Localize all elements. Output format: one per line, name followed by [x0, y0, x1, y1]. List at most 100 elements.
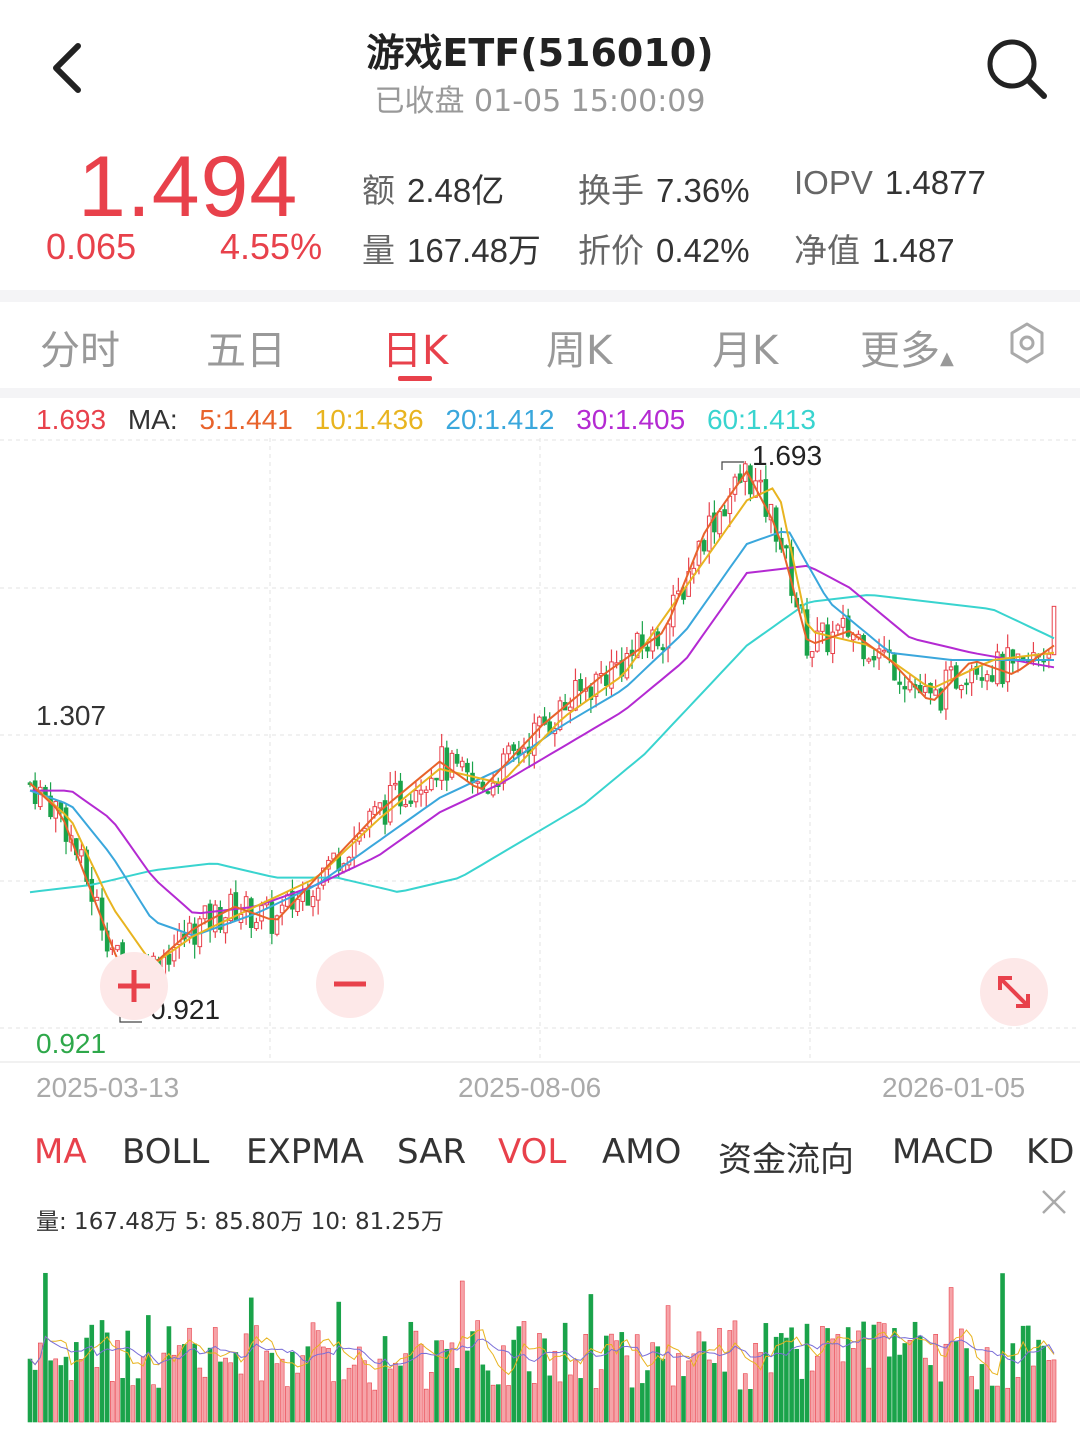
volume-bar: [269, 1352, 275, 1423]
volume-chart[interactable]: [0, 1236, 1080, 1426]
search-button[interactable]: [982, 36, 1052, 102]
volume-bar: [171, 1354, 177, 1423]
volume-bar: [413, 1330, 419, 1423]
back-button[interactable]: [44, 40, 94, 96]
volume-bar: [346, 1367, 352, 1423]
candle-body: [115, 944, 120, 951]
ma-line-ma20: [29, 530, 1054, 937]
zoom-out-button[interactable]: [316, 950, 384, 1018]
volume-bar: [357, 1346, 362, 1423]
volume-bar: [989, 1385, 995, 1423]
indicator-tab-sar[interactable]: SAR: [397, 1132, 467, 1172]
indicator-tab-boll[interactable]: BOLL: [122, 1132, 210, 1172]
volume-bar: [814, 1355, 820, 1423]
volume-bar: [820, 1326, 825, 1423]
candle-body: [1005, 647, 1010, 683]
volume-bar: [619, 1332, 625, 1423]
volume-bar: [243, 1333, 249, 1423]
volume-bar: [598, 1369, 604, 1423]
volume-bar: [876, 1321, 882, 1423]
minus-icon: [334, 981, 366, 987]
ma-legend-ma20: 20:1.412: [445, 404, 555, 435]
volume-bar: [1000, 1273, 1005, 1423]
indicator-tab-macd[interactable]: MACD: [892, 1132, 994, 1172]
stat-turnover-amount: 额 2.48亿: [362, 172, 505, 209]
candle-body: [902, 686, 908, 690]
volume-bar: [321, 1346, 326, 1423]
candle-body: [295, 898, 300, 913]
volume-bar: [768, 1372, 774, 1423]
volume-bar: [254, 1325, 259, 1423]
fullscreen-button[interactable]: [980, 958, 1048, 1026]
volume-bar: [43, 1272, 48, 1423]
candle-body: [465, 762, 470, 773]
volume-bar: [459, 1280, 465, 1423]
volume-bar: [79, 1359, 84, 1423]
candle-body: [989, 675, 995, 682]
volume-bar: [439, 1340, 444, 1423]
close-icon: [1042, 1190, 1066, 1214]
chart-gridlines: [0, 438, 1080, 1063]
indicator-tab-expma[interactable]: EXPMA: [246, 1132, 364, 1172]
volume-bar: [1046, 1360, 1052, 1423]
ma-line-ma5: [29, 469, 1055, 973]
volume-bar: [825, 1328, 830, 1423]
tab-five-day[interactable]: 五日: [206, 328, 286, 374]
tab-weekly-k[interactable]: 周K: [546, 328, 613, 374]
volume-bar: [233, 1352, 239, 1423]
close-indicator-button[interactable]: [1040, 1188, 1068, 1216]
volume-bar: [310, 1322, 316, 1423]
volume-bar: [120, 1377, 125, 1423]
volume-bar: [912, 1321, 918, 1423]
volume-bar: [197, 1367, 203, 1423]
stat-volume: 量 167.48万: [362, 232, 541, 269]
ma-legend: 1.693 MA: 5:1.441 10:1.436 20:1.412 30:1…: [36, 404, 816, 436]
volume-bar: [74, 1342, 79, 1423]
indicator-tab-vol[interactable]: VOL: [498, 1132, 567, 1172]
candle-body: [840, 617, 846, 628]
candle-body: [444, 747, 450, 781]
volume-bar: [89, 1324, 95, 1423]
volume-bar: [1031, 1365, 1036, 1423]
volume-bar: [418, 1343, 424, 1423]
volume-bar: [465, 1350, 470, 1423]
volume-bar: [568, 1374, 573, 1423]
expand-icon: [998, 976, 1030, 1008]
indicator-tab-ma[interactable]: MA: [34, 1132, 87, 1172]
volume-bar: [32, 1369, 38, 1423]
indicator-tab-amo[interactable]: AMO: [602, 1132, 682, 1172]
indicator-tab-kd[interactable]: KD: [1026, 1132, 1075, 1172]
volume-bar: [681, 1376, 686, 1423]
zoom-in-button[interactable]: [100, 952, 168, 1020]
volume-bar: [984, 1347, 990, 1423]
tab-daily-k[interactable]: 日K: [382, 328, 449, 374]
tab-monthly-k[interactable]: 月K: [712, 328, 779, 374]
candle-body: [279, 904, 285, 914]
volume-bar: [676, 1353, 681, 1423]
candle-body: [218, 907, 223, 930]
y-axis-label-low: 0.921: [36, 1028, 107, 1059]
candle-body: [871, 656, 877, 661]
volume-bar: [501, 1345, 506, 1423]
candle-body: [758, 479, 763, 483]
candle-body: [418, 789, 424, 795]
volume-bar: [593, 1388, 599, 1423]
volume-bar: [161, 1352, 167, 1423]
kline-chart[interactable]: [0, 438, 1080, 1068]
tab-intraday[interactable]: 分时: [40, 328, 120, 374]
candle-body: [506, 745, 511, 755]
volume-bar: [336, 1301, 342, 1423]
chart-settings-button[interactable]: [1006, 322, 1048, 364]
candle-body: [706, 515, 712, 552]
volume-bar: [444, 1348, 450, 1423]
volume-bar: [27, 1358, 33, 1423]
volume-bar: [207, 1347, 213, 1423]
ma-legend-label: MA:: [127, 404, 178, 435]
tab-more[interactable]: 更多▲: [860, 328, 954, 374]
indicator-tab-fund-flow[interactable]: 资金流向: [718, 1140, 854, 1180]
volume-bar: [789, 1327, 794, 1423]
volume-bar: [151, 1384, 156, 1423]
volume-bar: [902, 1343, 908, 1423]
candle-body: [665, 623, 671, 649]
volume-bar: [804, 1323, 810, 1423]
